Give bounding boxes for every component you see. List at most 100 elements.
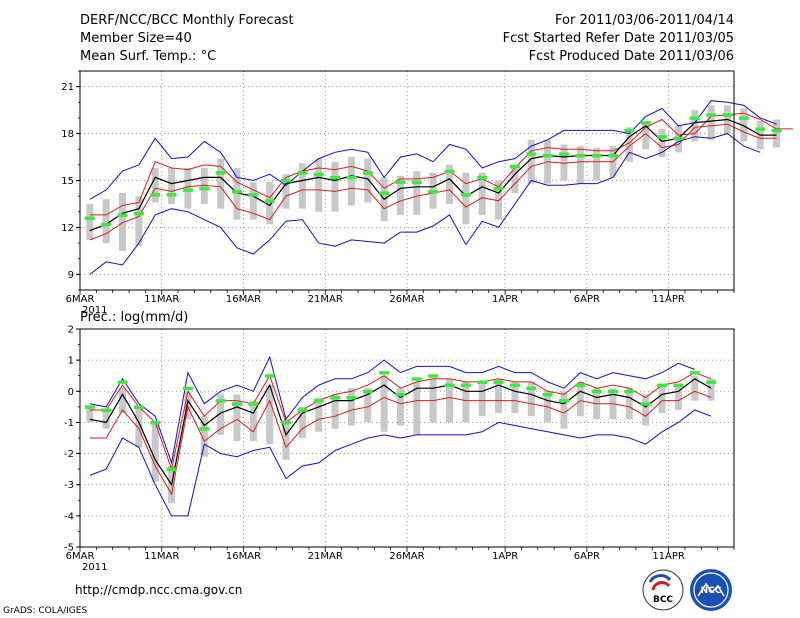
median-marker [624, 128, 635, 133]
precip-panel-title: Prec.: log(mm/d) [80, 310, 188, 325]
median-marker [526, 152, 537, 156]
bcc-logo: BCC [642, 569, 684, 611]
member-range-bar [315, 158, 323, 212]
median-marker [150, 193, 161, 197]
median-marker [460, 193, 471, 197]
x-tick-label: 11APR [652, 294, 685, 305]
median-marker [444, 169, 455, 174]
median-marker [493, 380, 504, 384]
series-spread-lower [89, 390, 712, 496]
median-marker [379, 191, 390, 196]
member-range-bar [347, 388, 355, 426]
member-range-bar [511, 381, 519, 414]
median-marker [493, 186, 504, 191]
header-produced-date: Fcst Produced Date 2011/03/06 [529, 49, 734, 64]
member-range-bar [249, 182, 257, 220]
series-spread-upper [89, 112, 793, 216]
member-range-bar [740, 108, 748, 142]
y-tick-label: -3 [64, 480, 74, 491]
member-range-bar [233, 394, 241, 442]
series-ensemble-mean [89, 118, 777, 232]
y-tick-label: 12 [61, 223, 74, 234]
median-marker [428, 189, 439, 194]
member-range-bar [135, 406, 143, 448]
member-range-bar [413, 171, 421, 215]
median-marker [428, 374, 439, 378]
median-marker [248, 193, 259, 197]
median-marker [591, 389, 602, 394]
x-tick-label: 1APR [492, 551, 518, 562]
median-marker [248, 402, 259, 406]
median-marker [591, 153, 602, 158]
median-marker [771, 128, 782, 133]
median-marker [346, 396, 357, 400]
median-marker [133, 405, 144, 409]
x-year-label: 2011 [82, 305, 107, 316]
member-range-bar [249, 400, 257, 442]
member-range-bar [413, 381, 421, 435]
y-tick-label: 18 [61, 129, 74, 140]
y-tick-label: 15 [61, 176, 74, 187]
member-range-bar [168, 167, 176, 204]
median-marker [215, 399, 226, 403]
member-range-bar [151, 167, 159, 203]
header-title: DERF/NCC/BCC Monthly Forecast [80, 13, 294, 28]
member-range-bar [266, 182, 274, 225]
member-range-bar [102, 409, 110, 429]
median-marker [542, 392, 553, 397]
median-marker [673, 136, 684, 141]
member-range-bar [298, 163, 306, 209]
member-range-bar [347, 157, 355, 206]
member-range-bar [446, 378, 454, 423]
median-marker [150, 420, 161, 425]
temperature-panel: 9 12 15 18 21 6MAR 11MAR 16MAR 21MAR 26MAR 1APR 6AP… [61, 70, 793, 316]
median-marker [231, 189, 242, 194]
x-tick-label: 21MAR [308, 294, 343, 305]
median-marker [264, 199, 275, 203]
member-range-bar [200, 416, 208, 457]
median-marker [231, 402, 242, 406]
y-tick-label: -4 [64, 511, 74, 522]
median-marker [379, 371, 390, 375]
header-start-date: Fcst Started Refer Date 2011/03/05 [503, 31, 734, 46]
member-range-bar [331, 394, 339, 429]
median-marker [395, 392, 406, 397]
series-extreme-max [89, 355, 695, 465]
footer-url[interactable]: http://cmdp.ncc.cma.gov.cn [75, 583, 242, 597]
median-marker [608, 389, 619, 394]
member-range-bar [217, 158, 225, 209]
x-tick-label: 6MAR [66, 551, 95, 562]
y-tick-label: 1 [68, 356, 74, 367]
median-marker [166, 467, 177, 472]
member-range-bar [200, 167, 208, 204]
member-range-bar [184, 167, 192, 209]
member-range-bar [560, 391, 568, 429]
median-marker [84, 216, 95, 221]
y-tick-label: -2 [64, 449, 74, 460]
median-marker [264, 374, 275, 378]
x-tick-label: 11MAR [144, 294, 179, 305]
median-marker [84, 405, 95, 409]
member-range-bar [707, 105, 715, 140]
median-marker [199, 186, 210, 191]
header-period: For 2011/03/06-2011/04/14 [555, 13, 734, 28]
series-spread-upper [89, 372, 712, 471]
member-range-bar [119, 193, 127, 251]
member-range-bar [527, 381, 535, 417]
member-range-bar [625, 127, 633, 162]
median-marker [199, 427, 210, 431]
median-marker [444, 383, 455, 388]
median-marker [395, 180, 406, 185]
member-range-bar [576, 146, 584, 184]
member-range-bar [527, 139, 535, 184]
member-range-bar [446, 164, 454, 204]
median-marker [722, 113, 733, 117]
member-range-bar [462, 381, 470, 423]
header-member-size: Member Size=40 [80, 31, 192, 46]
member-range-bar [462, 172, 470, 225]
x-tick-label: 1APR [492, 294, 518, 305]
member-range-bar [495, 378, 503, 414]
member-range-bar [282, 419, 290, 460]
